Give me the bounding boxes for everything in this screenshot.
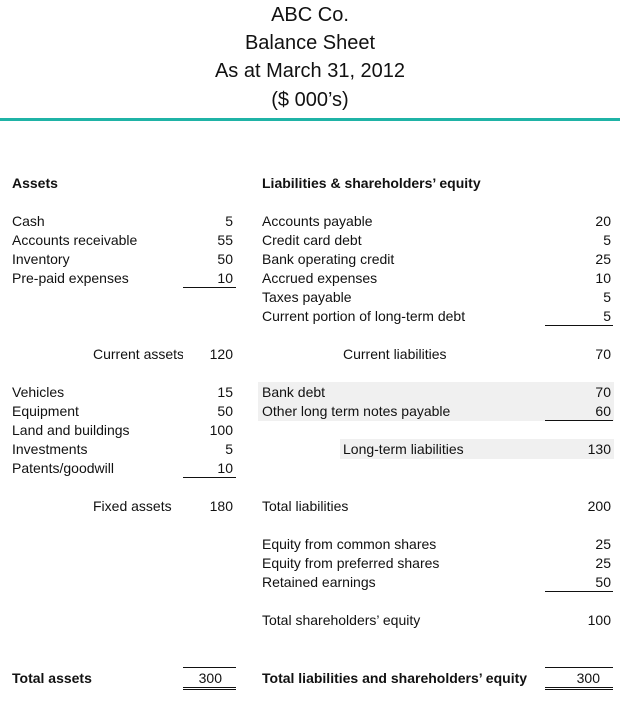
longterm-liabilities-total: Long-term liabilities <box>343 441 464 457</box>
line-item-value: 15 <box>217 384 233 400</box>
line-item-label: Investments <box>12 441 88 457</box>
line-item-label: Credit card debt <box>262 232 362 248</box>
line-item-label: Taxes payable <box>262 289 352 305</box>
current-liabilities-total: Current liabilities <box>343 346 447 362</box>
longterm-liabilities-total-value: 130 <box>587 441 611 457</box>
underline <box>183 667 236 668</box>
statement-date: As at March 31, 2012 <box>214 60 406 82</box>
line-item-value: 5 <box>603 308 611 324</box>
line-item-label: Accrued expenses <box>262 270 378 286</box>
line-item-value: 10 <box>217 460 233 476</box>
assets-heading: Assets <box>12 175 58 191</box>
line-item-value: 10 <box>595 270 611 286</box>
double-underline <box>545 687 613 688</box>
fixed-assets-total: Fixed assets <box>93 498 172 514</box>
line-item-label: Accounts payable <box>262 213 373 229</box>
total-assets: Total assets <box>12 670 92 686</box>
current-assets-total-value: 120 <box>209 346 233 362</box>
line-item-value: 5 <box>225 441 233 457</box>
line-item-label: Land and buildings <box>12 422 130 438</box>
longterm-band <box>258 382 614 421</box>
line-item-label: Bank debt <box>262 384 326 400</box>
double-underline <box>183 689 236 690</box>
line-item-value: 60 <box>595 403 611 419</box>
total-liabilities: Total liabilities <box>262 498 349 514</box>
line-item-value: 5 <box>225 213 233 229</box>
line-item-label: Patents/goodwill <box>12 460 114 476</box>
line-item-label: Cash <box>12 213 45 229</box>
line-item-value: 25 <box>595 536 611 552</box>
double-underline <box>545 689 613 690</box>
line-item-label: Accounts receivable <box>12 232 138 248</box>
underline <box>183 477 236 478</box>
underline <box>545 325 613 326</box>
total-liabilities-equity-value: 300 <box>576 670 600 686</box>
line-item-value: 5 <box>603 289 611 305</box>
underline <box>545 667 613 668</box>
line-item-label: Other long term notes payable <box>262 403 451 419</box>
underline <box>545 591 613 592</box>
line-item-value: 25 <box>595 555 611 571</box>
line-item-label: Equity from common shares <box>262 536 437 552</box>
total-assets-value: 300 <box>198 670 222 686</box>
longterm-total-band <box>340 439 614 459</box>
total-liabilities-equity: Total liabilities and shareholders’ equi… <box>262 670 528 686</box>
line-item-value: 25 <box>595 251 611 267</box>
line-item-label: Inventory <box>12 251 70 267</box>
line-item-value: 50 <box>217 251 233 267</box>
line-item-value: 10 <box>217 270 233 286</box>
line-item-label: Vehicles <box>12 384 65 400</box>
line-item-value: 50 <box>595 574 611 590</box>
line-item-label: Bank operating credit <box>262 251 395 267</box>
statement-title: Balance Sheet <box>244 32 376 54</box>
line-item-value: 100 <box>209 422 233 438</box>
line-item-value: 50 <box>217 403 233 419</box>
total-equity-value: 100 <box>587 612 611 628</box>
current-assets-total: Current assets <box>93 346 183 362</box>
total-equity: Total shareholders’ equity <box>262 612 421 628</box>
company-name: ABC Co. <box>271 4 349 26</box>
line-item-label: Pre-paid expenses <box>12 270 129 286</box>
current-liabilities-total-value: 70 <box>595 346 611 362</box>
liabilities-heading: Liabilities & shareholders’ equity <box>262 175 481 191</box>
line-item-value: 55 <box>217 232 233 248</box>
underline <box>545 420 613 421</box>
line-item-value: 70 <box>595 384 611 400</box>
double-underline <box>183 687 236 688</box>
line-item-value: 5 <box>603 232 611 248</box>
line-item-label: Equipment <box>12 403 79 419</box>
statement-units: ($ 000’s) <box>271 89 349 111</box>
total-liabilities-value: 200 <box>587 498 611 514</box>
line-item-value: 20 <box>595 213 611 229</box>
line-item-label: Equity from preferred shares <box>262 555 440 571</box>
header-divider <box>0 118 620 121</box>
line-item-label: Retained earnings <box>262 574 376 590</box>
line-item-label: Current portion of long-term debt <box>262 308 466 324</box>
fixed-assets-total-value: 180 <box>209 498 233 514</box>
underline <box>183 287 236 288</box>
